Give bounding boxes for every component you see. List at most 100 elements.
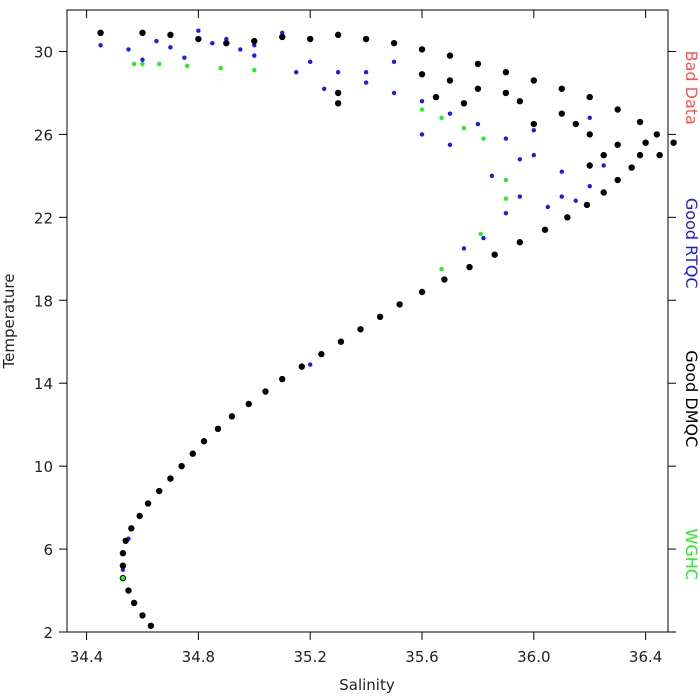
data-point — [252, 43, 257, 48]
data-point — [334, 100, 342, 107]
data-point — [252, 67, 257, 73]
data-point — [251, 37, 258, 45]
data-point — [559, 169, 564, 174]
data-point — [390, 39, 398, 47]
data-point — [210, 40, 215, 46]
data-point — [214, 425, 222, 433]
data-point — [439, 266, 444, 272]
data-point — [502, 89, 510, 97]
data-point — [670, 139, 677, 146]
data-point — [503, 210, 509, 216]
data-point — [376, 313, 384, 321]
data-point — [481, 136, 486, 141]
data-point — [185, 63, 190, 69]
data-point — [279, 33, 286, 41]
data-point — [363, 70, 369, 75]
data-point — [334, 89, 342, 97]
data-point — [223, 39, 230, 47]
y-tick-label: 26 — [34, 126, 53, 144]
legend-entry: WGHC — [682, 529, 700, 580]
y-tick-label: 18 — [34, 292, 53, 310]
data-point — [558, 85, 565, 92]
data-point — [517, 157, 523, 162]
data-point — [419, 132, 425, 137]
x-axis-label: Salinity — [339, 676, 395, 694]
data-point — [335, 70, 341, 75]
data-point — [122, 537, 129, 544]
data-point — [461, 246, 467, 251]
data-point — [628, 164, 635, 171]
data-point — [653, 131, 661, 138]
data-point — [218, 65, 223, 71]
data-point — [466, 263, 473, 271]
data-point — [531, 152, 537, 158]
data-point — [439, 115, 444, 121]
data-point — [531, 128, 537, 133]
data-point — [642, 139, 649, 146]
data-point — [614, 141, 621, 148]
data-point — [147, 622, 155, 629]
data-point — [502, 69, 510, 76]
data-point — [262, 388, 269, 395]
x-tick-label: 35.6 — [405, 648, 438, 666]
y-tick-label: 22 — [34, 209, 53, 227]
data-point — [128, 525, 135, 532]
data-point — [120, 575, 126, 581]
data-point — [136, 512, 143, 520]
data-point — [545, 204, 550, 210]
data-point — [252, 53, 257, 58]
data-point — [321, 86, 327, 91]
data-point — [636, 118, 644, 126]
data-point — [391, 90, 397, 96]
data-point — [294, 70, 299, 75]
data-point — [541, 226, 549, 233]
data-point — [196, 28, 201, 33]
data-point — [600, 151, 607, 159]
data-point — [238, 47, 243, 52]
data-point — [656, 151, 663, 159]
data-point — [189, 450, 196, 457]
data-point — [441, 276, 448, 283]
data-point — [558, 110, 565, 117]
data-point — [363, 80, 369, 85]
data-point — [503, 177, 509, 183]
data-point — [98, 43, 103, 48]
data-point — [447, 142, 453, 147]
data-point — [140, 61, 145, 67]
data-point — [564, 214, 571, 221]
data-point — [125, 587, 132, 594]
data-point — [517, 194, 523, 199]
data-point — [491, 251, 498, 258]
x-tick-label: 34.4 — [70, 648, 103, 666]
data-point — [120, 567, 126, 572]
data-point — [391, 59, 397, 65]
data-point — [334, 31, 342, 39]
data-point — [306, 35, 314, 43]
data-point — [475, 121, 481, 127]
data-point — [419, 99, 425, 104]
data-point — [362, 35, 370, 43]
data-point — [587, 115, 592, 121]
data-point — [224, 36, 229, 42]
data-point — [586, 162, 593, 169]
data-point — [144, 500, 152, 507]
data-point — [516, 239, 524, 246]
data-point — [614, 176, 621, 184]
data-point — [167, 475, 174, 482]
data-point — [461, 125, 467, 131]
data-point — [119, 562, 127, 569]
data-point — [530, 120, 538, 128]
data-point — [481, 235, 486, 241]
data-point — [489, 173, 495, 179]
y-tick-label: 2 — [43, 624, 53, 642]
plot-frame — [66, 9, 669, 633]
data-point — [418, 288, 426, 296]
data-point — [119, 550, 127, 557]
data-point — [139, 612, 146, 619]
data-point — [503, 136, 509, 141]
y-tick-label: 14 — [34, 375, 53, 393]
data-point — [419, 107, 425, 112]
data-point — [460, 100, 468, 107]
y-tick-label: 10 — [34, 458, 53, 476]
